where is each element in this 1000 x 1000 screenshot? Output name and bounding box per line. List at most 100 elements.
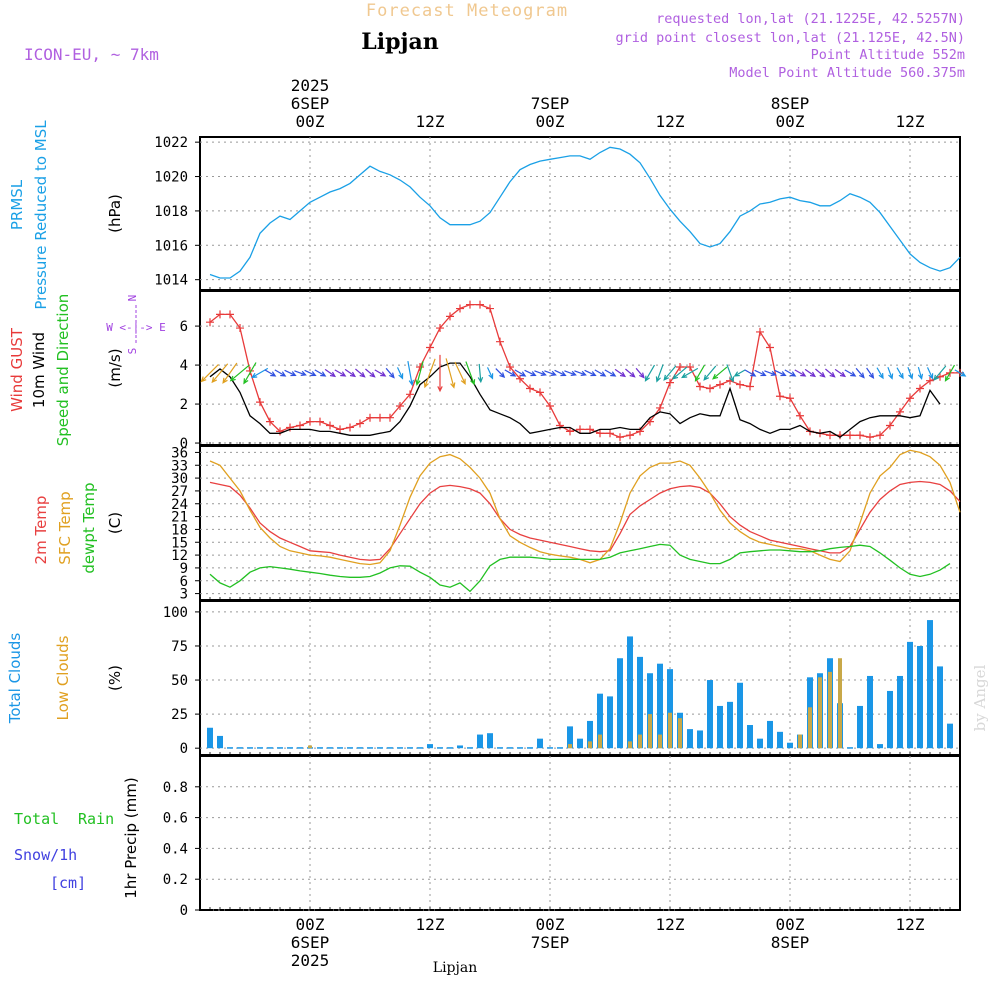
wind-direction-arrow [926, 367, 934, 380]
total-cloud-bar [427, 744, 433, 749]
wind-direction-arrow [887, 366, 894, 380]
gust-marker [426, 343, 434, 352]
total-cloud-bar [387, 747, 393, 749]
low-cloud-bar [648, 714, 652, 749]
gust-marker [546, 402, 554, 411]
gust-marker [446, 312, 454, 321]
wind-direction-arrow [365, 368, 376, 378]
total-cloud-bar [587, 720, 593, 749]
wind-direction-arrow [314, 369, 327, 377]
gust-marker [926, 376, 934, 385]
gust-marker [706, 384, 714, 393]
wind-direction-arrow [644, 364, 656, 382]
y-tick-label: 0.4 [163, 841, 188, 857]
total-cloud-bar [517, 747, 523, 749]
gust-marker [586, 425, 594, 434]
top-time-label: 12Z [656, 112, 685, 131]
total-cloud-bar [257, 747, 263, 749]
y-tick-label: 0 [180, 436, 188, 452]
total-cloud-bar [917, 645, 923, 749]
gust-marker [536, 388, 544, 397]
total-cloud-bar [277, 747, 283, 749]
label-total-clouds: Total Clouds [6, 633, 24, 725]
y-tick-label: 30 [171, 471, 188, 487]
wind-direction-arrow [564, 370, 577, 376]
gust-marker [216, 310, 224, 319]
total-cloud-bar [847, 747, 853, 749]
wind-direction-arrow [284, 369, 297, 377]
label-low-clouds: Low Clouds [54, 635, 72, 720]
gust-marker [626, 431, 634, 440]
series-prmsl [209, 146, 961, 279]
y-tick-label: 33 [171, 458, 188, 474]
total-cloud-bar [867, 675, 873, 749]
gust-marker [336, 425, 344, 434]
gust-marker [476, 300, 484, 309]
gust-marker [356, 419, 364, 428]
wind-direction-arrow [594, 369, 607, 377]
total-cloud-bar [627, 636, 633, 749]
wind-direction-arrow [744, 369, 757, 377]
gust-marker [686, 363, 694, 372]
series-wind-gust [209, 303, 960, 438]
total-cloud-bar [857, 705, 863, 749]
grid-point-coords: grid point closest lon,lat (21.125E, 42.… [616, 30, 966, 46]
gust-marker [656, 403, 664, 412]
gust-marker [766, 343, 774, 352]
y-tick-label: 0 [180, 741, 188, 757]
wind-direction-arrow [784, 369, 797, 377]
wind-direction-arrow [344, 368, 357, 378]
label-sfc-temp: SFC Temp [56, 491, 74, 564]
wind-direction-arrow [764, 370, 777, 376]
wind-direction-arrow [423, 358, 436, 389]
gust-marker [736, 380, 744, 389]
gust-marker [456, 304, 464, 313]
wind-direction-arrow [574, 370, 587, 376]
label-pressure-msl: Pressure Reduced to MSL [32, 120, 50, 310]
total-cloud-bar [787, 742, 793, 749]
series-10m-wind [209, 362, 941, 438]
wind-direction-arrow [896, 367, 904, 380]
gust-marker [666, 378, 674, 387]
wind-direction-arrow [672, 366, 688, 380]
gust-marker [506, 363, 514, 372]
y-tick-label: 25 [171, 707, 188, 723]
gust-marker [326, 421, 334, 430]
gust-marker [846, 431, 854, 440]
total-cloud-bar [487, 733, 493, 749]
wind-direction-arrow [855, 367, 865, 379]
bottom-time-label: 00Z [776, 915, 805, 934]
total-cloud-bar [687, 729, 693, 749]
low-cloud-bar [838, 658, 842, 749]
wind-direction-arrow [681, 367, 699, 379]
wind-direction-arrow [415, 361, 424, 386]
wind-direction-arrow [454, 361, 466, 385]
total-cloud-bar [737, 682, 743, 749]
bottom-time-label: 00Z [296, 915, 325, 934]
wind-direction-arrow [243, 362, 257, 385]
gust-marker [206, 318, 214, 327]
bottom-time-label: 8SEP [771, 933, 810, 952]
low-cloud-bar [628, 741, 632, 749]
wind-direction-arrow [229, 364, 250, 382]
label-total: Total [14, 810, 59, 828]
gust-marker [716, 380, 724, 389]
y-tick-label: 36 [171, 445, 188, 461]
panel-frame [199, 755, 961, 911]
total-cloud-bar [617, 658, 623, 749]
wind-direction-arrow [774, 369, 787, 377]
total-cloud-bar [357, 747, 363, 749]
panel-wind: 0 2 4 6 (m/s) [106, 291, 967, 452]
top-time-label: 7SEP [531, 94, 570, 113]
requested-coords: requested lon,lat (21.1225E, 42.5257N) [656, 11, 965, 27]
total-cloud-bar [507, 747, 513, 749]
total-cloud-bar [347, 747, 353, 749]
gust-marker [566, 427, 574, 436]
y-tick-label: 0.6 [163, 811, 188, 827]
total-cloud-bar [717, 705, 723, 749]
unit-label: (m/s) [106, 348, 124, 387]
total-cloud-bar [727, 701, 733, 749]
wind-direction-arrow [726, 364, 735, 383]
y-tick-label: 100 [163, 605, 188, 621]
